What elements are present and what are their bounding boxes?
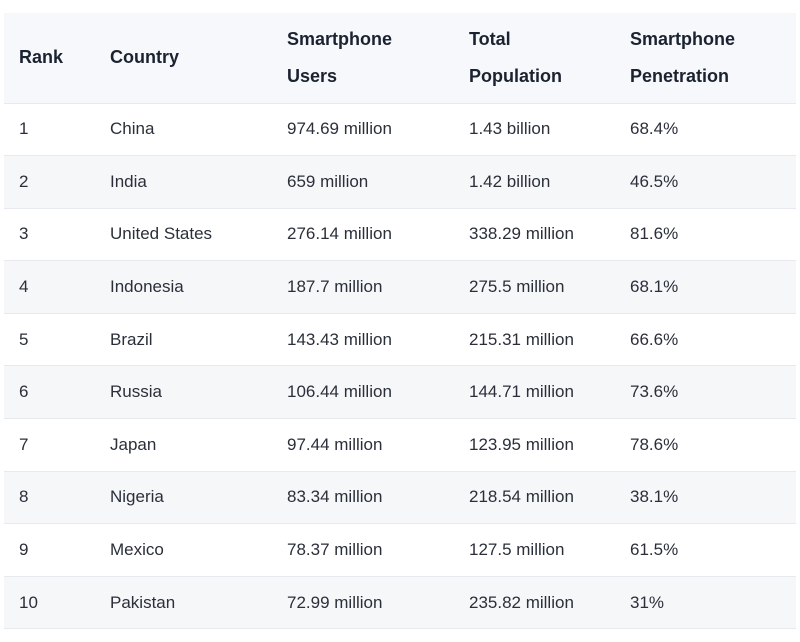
cell-country: Brazil [110, 329, 153, 349]
header-country-label: Country [110, 47, 179, 68]
cell-rank: 5 [19, 329, 29, 349]
cell-users: 659 million [287, 171, 369, 191]
cell-rank: 6 [19, 382, 29, 402]
cell-country: Mexico [110, 540, 164, 560]
cell-country: Russia [110, 382, 162, 402]
table-row: 4 Indonesia 187.7 million 275.5 million … [4, 260, 796, 314]
table-row: 1 China 974.69 million 1.43 billion 68.4… [4, 103, 796, 156]
cell-users: 974.69 million [287, 119, 392, 139]
cell-penetration: 46.5% [630, 171, 679, 191]
table-row: 6 Russia 106.44 million 144.71 million 7… [4, 365, 796, 419]
table-body: 1 China 974.69 million 1.43 billion 68.4… [4, 103, 796, 629]
cell-population: 1.42 billion [469, 171, 551, 191]
table-row: 10 Pakistan 72.99 million 235.82 million… [4, 576, 796, 629]
cell-rank: 9 [19, 540, 29, 560]
header-smartphone-penetration: Smartphone Penetration [630, 13, 796, 103]
header-total-population: Total Population [469, 13, 630, 103]
cell-population: 275.5 million [469, 277, 565, 297]
cell-penetration: 31% [630, 592, 665, 612]
cell-rank: 7 [19, 434, 29, 454]
header-rank-label: Rank [19, 47, 64, 68]
cell-population: 123.95 million [469, 434, 574, 454]
header-users-line2: Users [287, 65, 338, 86]
cell-population: 215.31 million [469, 329, 574, 349]
cell-users: 97.44 million [287, 434, 383, 454]
cell-users: 83.34 million [287, 487, 383, 507]
cell-population: 338.29 million [469, 224, 574, 244]
header-users-line1: Smartphone [287, 28, 393, 49]
header-row: Rank Country Smartphone Users Total Popu… [4, 13, 796, 103]
smartphone-users-table: Rank Country Smartphone Users Total Popu… [4, 13, 796, 629]
cell-users: 143.43 million [287, 329, 392, 349]
cell-rank: 1 [19, 119, 29, 139]
cell-population: 235.82 million [469, 592, 574, 612]
table-row: 2 India 659 million 1.42 billion 46.5% [4, 155, 796, 209]
cell-country: Pakistan [110, 592, 176, 612]
cell-population: 127.5 million [469, 540, 565, 560]
cell-penetration: 38.1% [630, 487, 679, 507]
header-rank: Rank [4, 13, 110, 103]
cell-country: United States [110, 224, 213, 244]
cell-penetration: 68.4% [630, 119, 679, 139]
cell-users: 106.44 million [287, 382, 392, 402]
cell-country: Japan [110, 434, 157, 454]
cell-penetration: 73.6% [630, 382, 679, 402]
cell-country: Indonesia [110, 277, 184, 297]
cell-users: 187.7 million [287, 277, 383, 297]
table-row: 7 Japan 97.44 million 123.95 million 78.… [4, 418, 796, 472]
header-penetration-line1: Smartphone [630, 28, 736, 49]
header-country: Country [110, 13, 287, 103]
cell-users: 72.99 million [287, 592, 383, 612]
smartphone-users-table-container: Rank Country Smartphone Users Total Popu… [4, 13, 796, 629]
cell-population: 1.43 billion [469, 119, 551, 139]
table-row: 8 Nigeria 83.34 million 218.54 million 3… [4, 471, 796, 524]
cell-population: 144.71 million [469, 382, 574, 402]
cell-country: Nigeria [110, 487, 164, 507]
cell-country: China [110, 119, 155, 139]
cell-penetration: 81.6% [630, 224, 679, 244]
table-row: 5 Brazil 143.43 million 215.31 million 6… [4, 313, 796, 366]
cell-country: India [110, 171, 147, 191]
table-row: 3 United States 276.14 million 338.29 mi… [4, 208, 796, 261]
cell-rank: 10 [19, 592, 38, 612]
cell-penetration: 61.5% [630, 540, 679, 560]
cell-penetration: 68.1% [630, 277, 679, 297]
header-smartphone-users: Smartphone Users [287, 13, 469, 103]
header-population-line2: Population [469, 65, 562, 86]
table-header: Rank Country Smartphone Users Total Popu… [4, 13, 796, 103]
cell-population: 218.54 million [469, 487, 574, 507]
table-row: 9 Mexico 78.37 million 127.5 million 61.… [4, 523, 796, 577]
header-penetration-line2: Penetration [630, 65, 730, 86]
cell-rank: 2 [19, 171, 29, 191]
cell-penetration: 66.6% [630, 329, 679, 349]
cell-users: 78.37 million [287, 540, 383, 560]
cell-rank: 8 [19, 487, 29, 507]
cell-penetration: 78.6% [630, 434, 679, 454]
header-population-line1: Total [469, 28, 511, 49]
cell-rank: 3 [19, 224, 29, 244]
cell-users: 276.14 million [287, 224, 392, 244]
cell-rank: 4 [19, 277, 29, 297]
